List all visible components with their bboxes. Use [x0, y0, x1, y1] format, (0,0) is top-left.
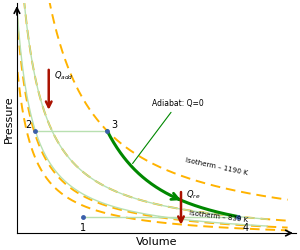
Text: 3: 3 — [112, 120, 118, 130]
Text: Adiabat: Q=0: Adiabat: Q=0 — [133, 99, 204, 164]
Text: $Q_{add}$: $Q_{add}$ — [54, 70, 73, 82]
Text: Isotherm – 839 K: Isotherm – 839 K — [189, 209, 249, 222]
Y-axis label: Pressure: Pressure — [4, 95, 14, 142]
Text: Isotherm – 1190 K: Isotherm – 1190 K — [185, 157, 249, 176]
Text: $Q_{re}$: $Q_{re}$ — [186, 188, 200, 200]
Text: 4: 4 — [243, 222, 249, 232]
Text: 1: 1 — [80, 222, 85, 232]
Text: 2: 2 — [25, 120, 31, 130]
X-axis label: Volume: Volume — [136, 236, 177, 246]
